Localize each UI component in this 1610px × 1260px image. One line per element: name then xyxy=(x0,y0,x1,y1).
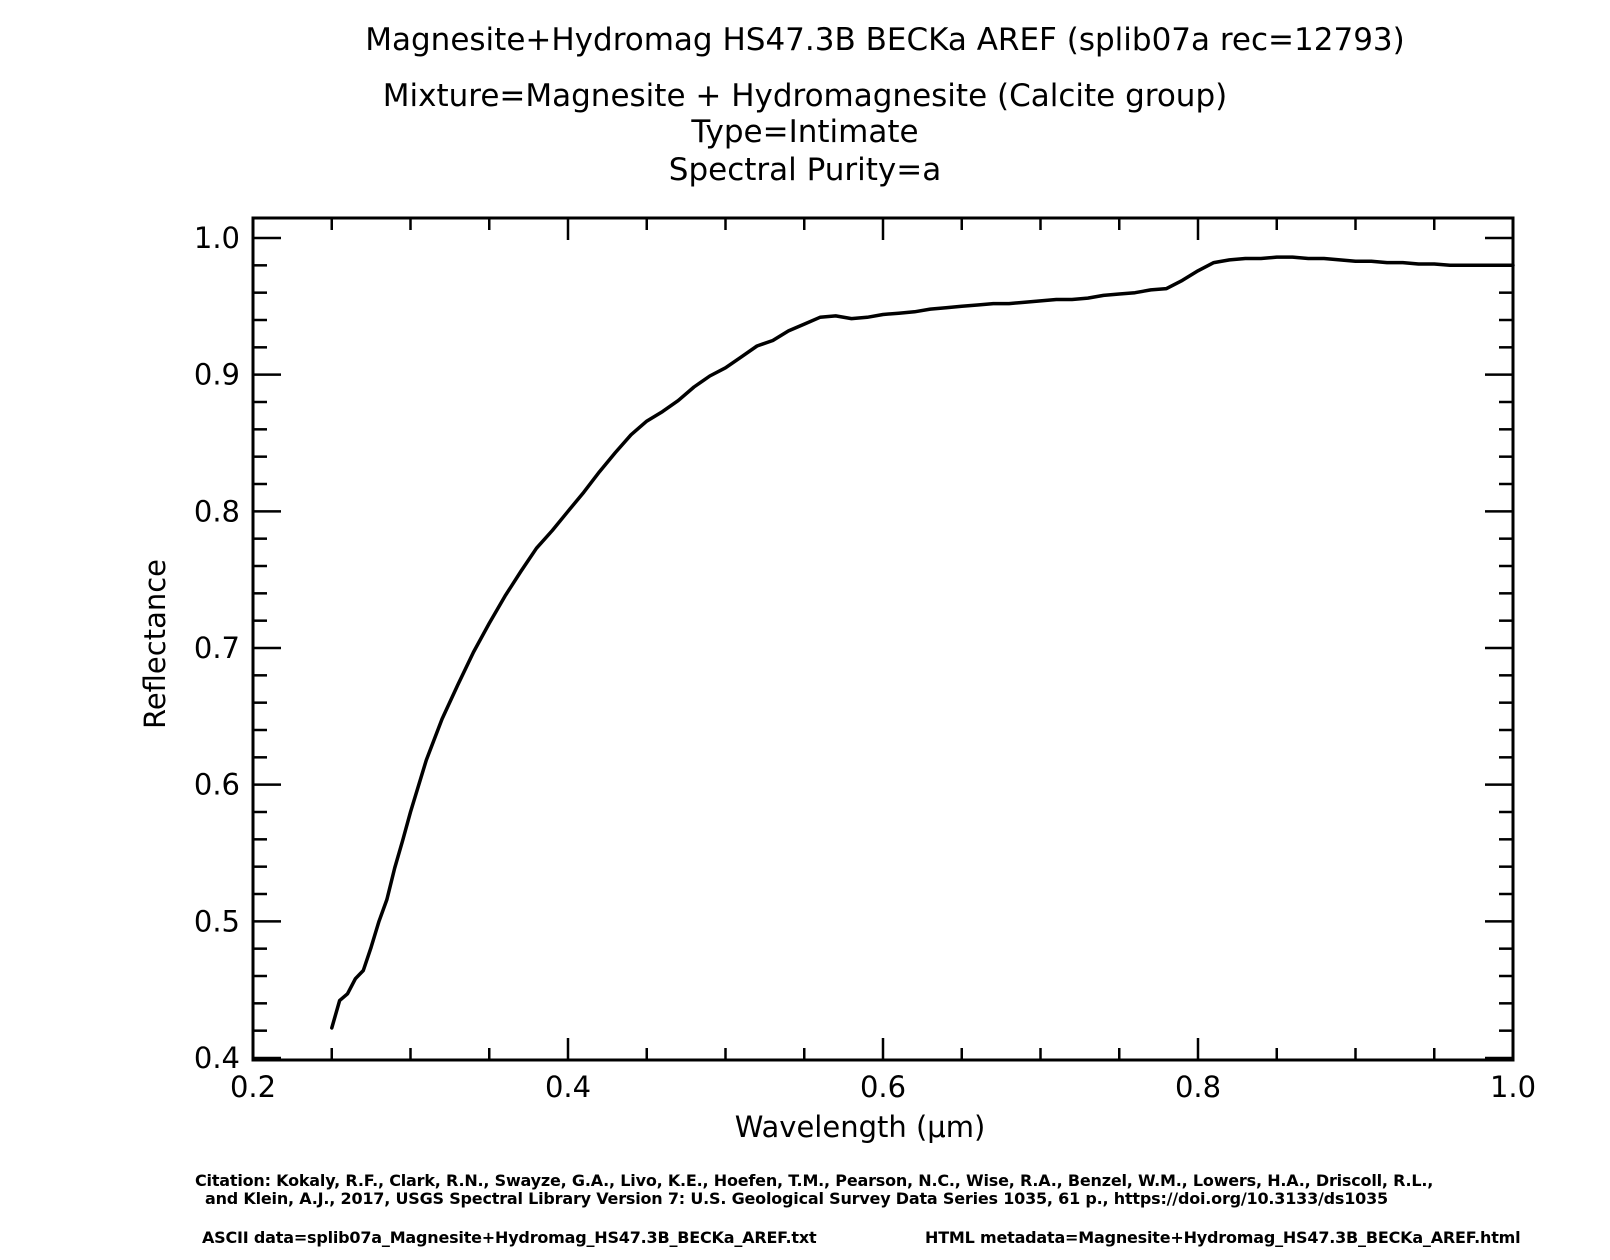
chart-subtitle-purity: Spectral Purity=a xyxy=(668,152,942,188)
ascii-data-note: ASCII data=splib07a_Magnesite+Hydromag_H… xyxy=(202,1228,817,1247)
axis-ticks xyxy=(251,218,1515,1060)
y-tick-label: 0.9 xyxy=(194,358,240,392)
y-axis-label: Reflectance xyxy=(138,559,172,729)
series-line-reflectance xyxy=(330,255,1515,1030)
chart-subtitle-type: Type=Intimate xyxy=(691,114,919,150)
plot-frame xyxy=(251,216,1515,1062)
y-tick-label: 0.6 xyxy=(194,768,240,802)
chart-title: Magnesite+Hydromag HS47.3B BECKa AREF (s… xyxy=(365,22,1405,58)
y-tick-label: 0.7 xyxy=(194,631,240,665)
y-tick-label: 0.8 xyxy=(194,494,240,528)
axis-tick-labels: 0.2 0.4 0.6 0.8 1.00.40.50.60.70.80.91.0 xyxy=(194,221,1536,1104)
x-tick-label: 0.8 xyxy=(1175,1070,1221,1104)
citation: Citation: Kokaly, R.F., Clark, R.N., Swa… xyxy=(195,1172,1433,1208)
x-axis-label: Wavelength (μm) xyxy=(735,1110,986,1144)
y-tick-label: 1.0 xyxy=(194,221,240,255)
citation-line-1: Citation: Kokaly, R.F., Clark, R.N., Swa… xyxy=(195,1171,1434,1190)
y-tick-label: 0.5 xyxy=(194,904,240,938)
y-tick-label: 0.4 xyxy=(194,1041,240,1075)
x-tick-label: 0.2 xyxy=(230,1070,276,1104)
x-tick-label: 0.6 xyxy=(860,1070,906,1104)
html-metadata-note: HTML metadata=Magnesite+Hydromag_HS47.3B… xyxy=(925,1228,1521,1247)
x-tick-label: 1.0 xyxy=(1490,1070,1536,1104)
citation-line-2: and Klein, A.J., 2017, USGS Spectral Lib… xyxy=(205,1189,1388,1208)
x-tick-label: 0.4 xyxy=(545,1070,591,1104)
chart-subtitle-mixture: Mixture=Magnesite + Hydromagnesite (Calc… xyxy=(382,78,1228,114)
